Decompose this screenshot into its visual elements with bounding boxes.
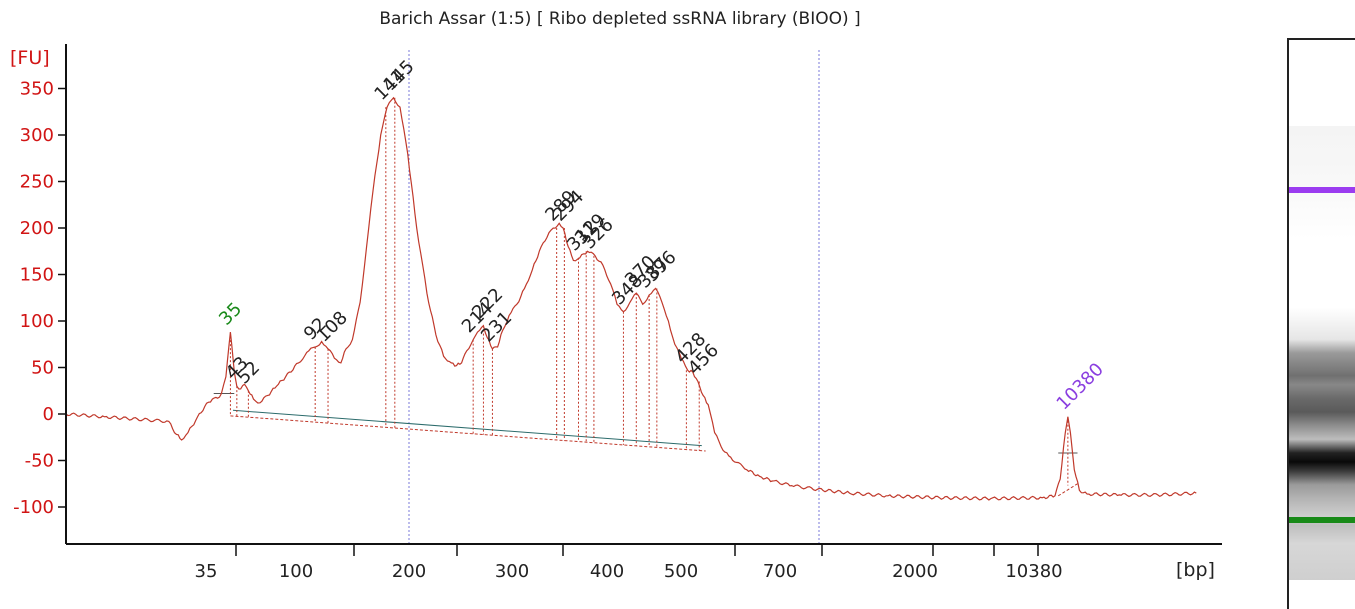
fluorescence-trace bbox=[65, 96, 1197, 501]
y-tick-label: 100 bbox=[20, 311, 54, 332]
x-axis-ticks: 35 100 200 300 400 500 700 2000 10380 bbox=[195, 544, 1063, 582]
y-axis-ticks: 350 300 250 200 150 100 50 0 -50 -100 bbox=[13, 79, 66, 518]
y-tick-label: 350 bbox=[20, 79, 54, 100]
y-tick-label: -100 bbox=[13, 497, 54, 518]
peak-label: 10380 bbox=[1053, 359, 1108, 414]
gel-lower-marker-band bbox=[1289, 517, 1355, 523]
y-tick-label: 0 bbox=[43, 404, 54, 425]
gel-lane bbox=[1289, 126, 1355, 580]
baseline bbox=[1057, 483, 1078, 497]
x-tick-label: 100 bbox=[279, 561, 313, 582]
x-tick-label: 200 bbox=[392, 561, 426, 582]
peak-labels: 3543529210814114521422223128929431231932… bbox=[215, 56, 1108, 414]
y-tick-label: 150 bbox=[20, 265, 54, 286]
x-tick-label: 400 bbox=[590, 561, 624, 582]
gel-upper-marker-band bbox=[1289, 187, 1355, 193]
gel-image-panel bbox=[1287, 38, 1355, 609]
x-tick-label: 10380 bbox=[1005, 561, 1062, 582]
baseline bbox=[230, 415, 706, 452]
y-tick-label: 200 bbox=[20, 218, 54, 239]
x-tick-label: 300 bbox=[495, 561, 529, 582]
y-tick-label: 300 bbox=[20, 125, 54, 146]
peak-label: 35 bbox=[215, 299, 246, 330]
y-tick-label: 250 bbox=[20, 172, 54, 193]
x-tick-label: 35 bbox=[195, 561, 218, 582]
x-tick-label: 2000 bbox=[892, 561, 938, 582]
y-tick-label: -50 bbox=[25, 451, 54, 472]
chart-title: Barich Assar (1:5) [ Ribo depleted ssRNA… bbox=[379, 9, 860, 29]
peak-drop-lines bbox=[213, 97, 1078, 497]
integration-line bbox=[232, 409, 702, 447]
electropherogram-chart: Barich Assar (1:5) [ Ribo depleted ssRNA… bbox=[10, 9, 1222, 582]
x-tick-label: 500 bbox=[664, 561, 698, 582]
x-tick-label: 700 bbox=[763, 561, 797, 582]
x-axis-label: [bp] bbox=[1176, 559, 1215, 581]
y-tick-label: 50 bbox=[31, 358, 54, 379]
y-axis-label: [FU] bbox=[10, 47, 50, 69]
